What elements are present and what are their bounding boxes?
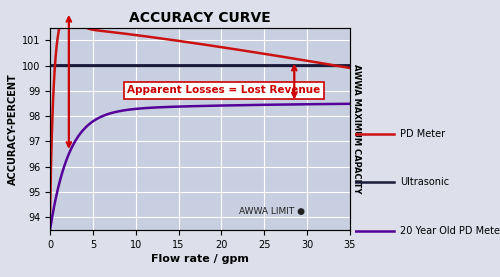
Title: ACCURACY CURVE: ACCURACY CURVE xyxy=(129,11,271,25)
X-axis label: Flow rate / gpm: Flow rate / gpm xyxy=(151,254,249,264)
Text: Apparent Losses = Lost Revenue: Apparent Losses = Lost Revenue xyxy=(127,85,320,95)
Y-axis label: ACCURACY-PERCENT: ACCURACY-PERCENT xyxy=(8,73,18,185)
Text: PD Meter: PD Meter xyxy=(400,129,445,139)
Text: 20 Year Old PD Meter: 20 Year Old PD Meter xyxy=(400,226,500,236)
Y-axis label: AWWA MAXIMUM CAPACITY: AWWA MAXIMUM CAPACITY xyxy=(352,64,361,194)
Text: AWWA LIMIT ●: AWWA LIMIT ● xyxy=(238,207,304,216)
Text: Ultrasonic: Ultrasonic xyxy=(400,177,449,188)
